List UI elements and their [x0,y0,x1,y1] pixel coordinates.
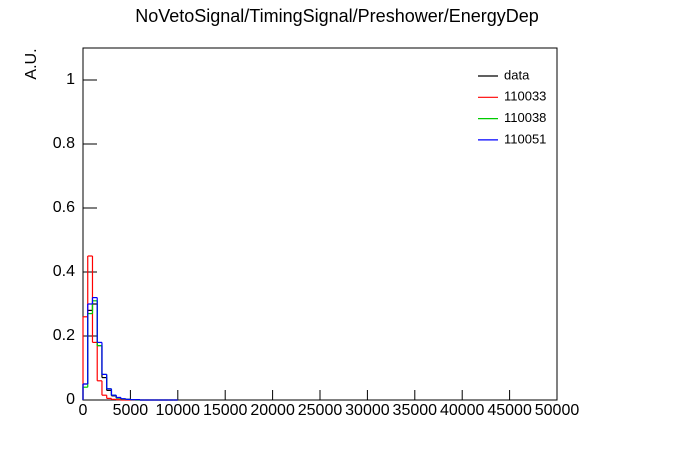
x-tick-label: 5000 [113,402,149,419]
chart-title: NoVetoSignal/TimingSignal/Preshower/Ener… [135,6,539,26]
y-tick-label: 0.4 [53,263,75,280]
y-tick-label: 0.2 [53,327,75,344]
y-tick-label: 0.6 [53,199,75,216]
x-tick-label: 45000 [487,402,532,419]
y-tick-label: 0.8 [53,135,75,152]
x-tick-label: 50000 [535,402,580,419]
legend-label: 110038 [504,110,546,125]
x-tick-label: 10000 [156,402,201,419]
x-tick-label: 25000 [298,402,343,419]
x-tick-label: 20000 [250,402,295,419]
legend-label: 110051 [504,131,546,146]
x-tick-label: 0 [79,402,88,419]
y-axis-label: A.U. [23,48,40,79]
x-tick-label: 15000 [203,402,248,419]
legend-label: data [504,67,530,82]
x-tick-label: 35000 [393,402,438,419]
x-tick-label: 40000 [440,402,485,419]
y-tick-label: 1 [66,71,75,88]
y-tick-label: 0 [66,391,75,408]
x-tick-label: 30000 [345,402,390,419]
legend-label: 110033 [504,89,546,104]
